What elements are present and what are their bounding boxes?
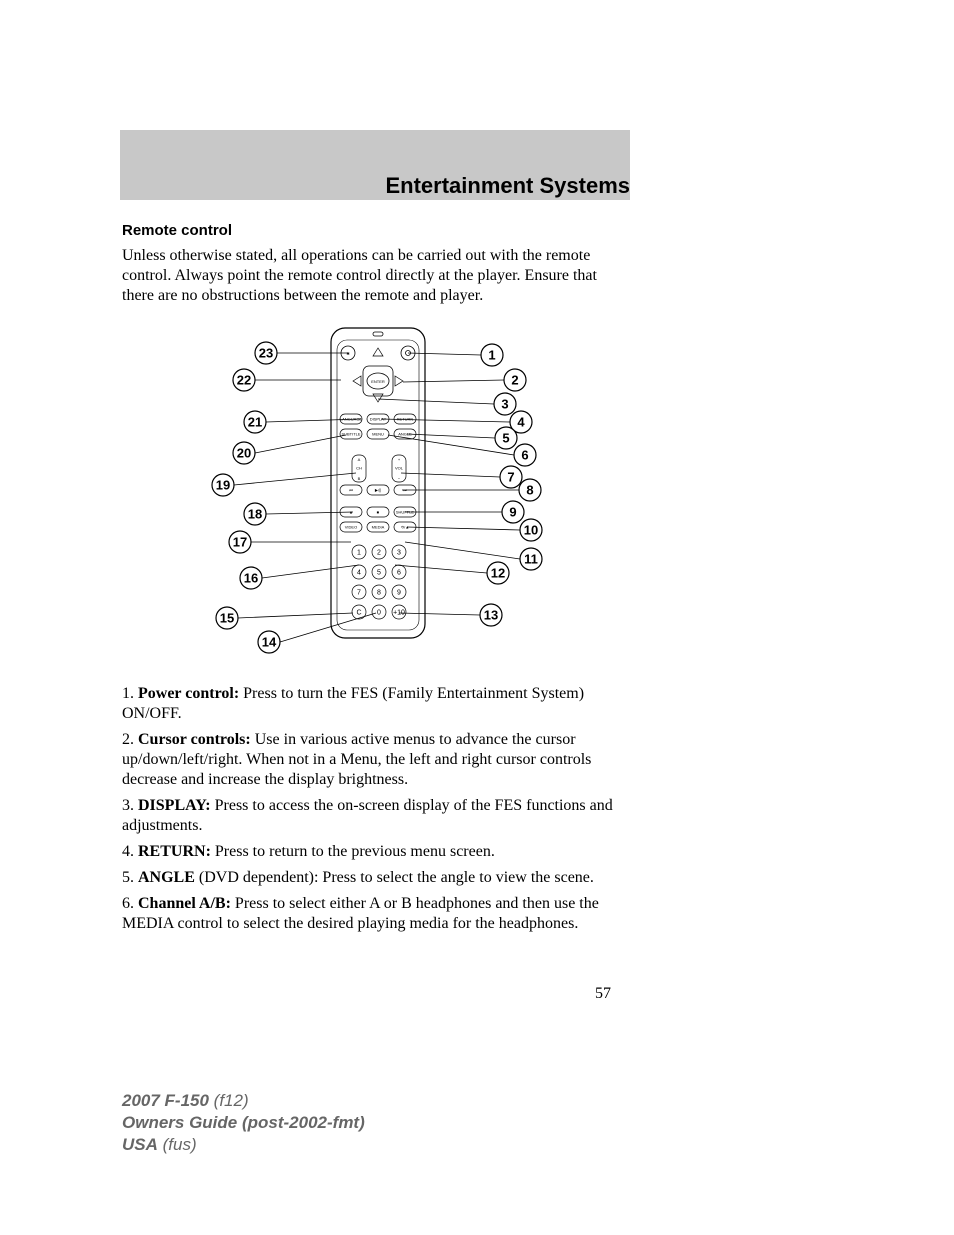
svg-text:SUBTITLE: SUBTITLE [341, 431, 360, 436]
item-label: Channel A/B: [138, 895, 231, 912]
footer-line-1: 2007 F-150 (f12) [122, 1090, 365, 1112]
svg-text:✱: ✱ [346, 351, 350, 356]
svg-text:MEDIA: MEDIA [372, 524, 385, 529]
svg-text:8: 8 [526, 482, 533, 497]
svg-text:20: 20 [237, 445, 251, 460]
svg-text:16: 16 [244, 570, 258, 585]
footer-line-3: USA (fus) [122, 1134, 365, 1156]
svg-text:9: 9 [509, 504, 516, 519]
list-item: 5. ANGLE (DVD dependent): Press to selec… [122, 868, 630, 888]
item-number: 5. [122, 869, 138, 886]
page-header-title: Entertainment Systems [380, 173, 630, 199]
svg-text:22: 22 [237, 372, 251, 387]
list-item: 4. RETURN: Press to return to the previo… [122, 842, 630, 862]
svg-text:2: 2 [377, 549, 381, 556]
item-number: 3. [122, 797, 138, 814]
svg-text:B: B [358, 476, 361, 481]
item-text: (DVD dependent): Press to select the ang… [195, 869, 594, 886]
footer-model: 2007 F-150 [122, 1091, 209, 1110]
svg-text:−: − [398, 476, 401, 481]
intro-paragraph: Unless otherwise stated, all operations … [122, 246, 630, 306]
svg-text:21: 21 [248, 414, 262, 429]
item-number: 2. [122, 731, 138, 748]
page-number: 57 [595, 985, 611, 1003]
svg-text:RETURN: RETURN [397, 416, 414, 421]
svg-text:19: 19 [216, 477, 230, 492]
footer-region: USA [122, 1135, 158, 1154]
svg-text:4: 4 [517, 414, 525, 429]
numbered-list: 1. Power control: Press to turn the FES … [122, 684, 630, 934]
svg-text:9: 9 [397, 589, 401, 596]
svg-text:0: 0 [377, 609, 381, 616]
item-number: 1. [122, 685, 138, 702]
svg-text:7: 7 [507, 469, 514, 484]
svg-text:CH: CH [356, 465, 362, 470]
svg-text:VOL: VOL [395, 465, 404, 470]
svg-text:C: C [356, 609, 361, 616]
svg-text:12: 12 [491, 565, 505, 580]
svg-text:13: 13 [484, 607, 498, 622]
item-label: RETURN: [138, 843, 211, 860]
svg-text:8: 8 [377, 589, 381, 596]
svg-text:▶/∥: ▶/∥ [375, 487, 381, 492]
svg-text:5: 5 [502, 430, 509, 445]
list-item: 3. DISPLAY: Press to access the on-scree… [122, 796, 630, 836]
list-item: 1. Power control: Press to turn the FES … [122, 684, 630, 724]
svg-text:17: 17 [233, 534, 247, 549]
svg-text:3: 3 [501, 396, 508, 411]
item-label: DISPLAY: [138, 797, 211, 814]
svg-text:14: 14 [262, 634, 277, 649]
svg-text:MENU: MENU [372, 431, 384, 436]
svg-text:ENTER: ENTER [371, 379, 385, 384]
footer-line-2: Owners Guide (post-2002-fmt) [122, 1112, 365, 1134]
svg-text:⏮: ⏮ [349, 487, 353, 492]
svg-text:6: 6 [521, 447, 528, 462]
svg-text:15: 15 [220, 610, 234, 625]
list-item: 6. Channel A/B: Press to select either A… [122, 894, 630, 934]
svg-text:5: 5 [377, 569, 381, 576]
item-number: 4. [122, 843, 138, 860]
svg-text:2: 2 [511, 372, 518, 387]
section-heading: Remote control [122, 222, 630, 241]
svg-text:■: ■ [377, 509, 380, 514]
svg-text:1: 1 [488, 347, 495, 362]
footer-region-code: (fus) [158, 1135, 197, 1154]
page-content: Remote control Unless otherwise stated, … [122, 222, 630, 940]
svg-text:23: 23 [259, 345, 273, 360]
item-number: 6. [122, 895, 138, 912]
footer-guide: Owners Guide (post-2002-fmt) [122, 1113, 365, 1132]
svg-text:7: 7 [357, 589, 361, 596]
svg-text:11: 11 [524, 551, 538, 566]
svg-text:3: 3 [397, 549, 401, 556]
item-label: Power control: [138, 685, 239, 702]
item-label: Cursor controls: [138, 731, 251, 748]
remote-svg: ✱ENTERLANGUAGEDISPLAYRETURNSUBTITLEMENUA… [181, 320, 571, 660]
svg-text:18: 18 [248, 506, 262, 521]
svg-text:6: 6 [397, 569, 401, 576]
item-text: Press to return to the previous menu scr… [211, 843, 495, 860]
footer-block: 2007 F-150 (f12) Owners Guide (post-2002… [122, 1090, 365, 1156]
list-item: 2. Cursor controls: Use in various activ… [122, 730, 630, 790]
remote-diagram: ✱ENTERLANGUAGEDISPLAYRETURNSUBTITLEMENUA… [122, 320, 630, 666]
svg-text:+: + [398, 457, 401, 462]
svg-text:A: A [358, 457, 361, 462]
footer-model-code: (f12) [209, 1091, 249, 1110]
svg-text:VIDEO: VIDEO [345, 524, 357, 529]
svg-text:1: 1 [357, 549, 361, 556]
svg-text:4: 4 [357, 569, 361, 576]
svg-text:10: 10 [524, 522, 538, 537]
item-label: ANGLE [138, 869, 195, 886]
